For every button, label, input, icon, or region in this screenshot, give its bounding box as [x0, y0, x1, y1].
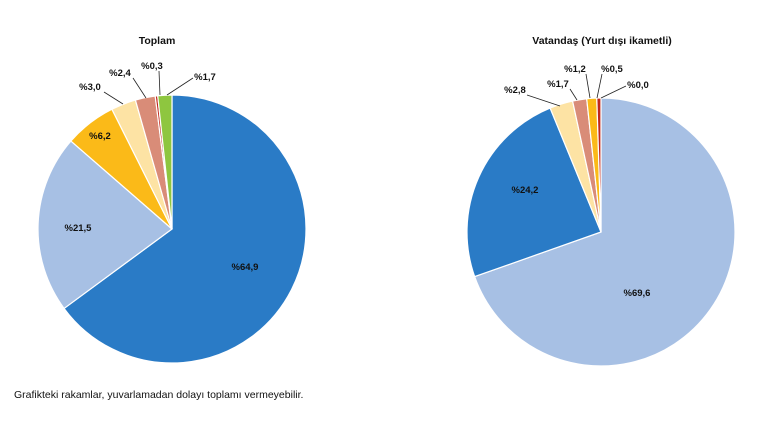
- pie-slice: [466, 107, 602, 278]
- slice-data-label: %0,3: [141, 61, 163, 72]
- pie-slice: [473, 97, 736, 367]
- chart-title: Toplam: [139, 35, 176, 47]
- slice-data-label: %21,5: [65, 223, 93, 234]
- pie-slice: [63, 94, 307, 364]
- label-leader-line: [596, 73, 603, 99]
- slice-data-label: %69,6: [624, 288, 651, 299]
- pie-chart-1: Toplam %64,9 %21,5 %6,2 %3,0 %2,4 %0,3 %1,7: [37, 35, 307, 364]
- label-leader-line: [132, 77, 147, 99]
- slice-data-label: %64,9: [232, 262, 259, 273]
- label-leader-line: [569, 88, 578, 101]
- slice-data-label: %3,0: [79, 82, 101, 93]
- footnote: Grafikteki rakamlar, yuvarlamadan dolayı…: [14, 389, 304, 401]
- pie-chart-2: Vatandaş (Yurt dışı ikametli) %69,6 %24,2%…: [466, 35, 736, 367]
- slice-data-label: %1,2: [564, 64, 586, 75]
- label-leader-line: [585, 73, 591, 99]
- slice-data-label: %24,2: [512, 185, 539, 196]
- pie-slice: [157, 94, 173, 230]
- pie-slice: [596, 97, 602, 233]
- label-leader-line: [600, 85, 627, 99]
- pie-slice: [37, 140, 173, 310]
- slice-data-label: %0,0: [627, 80, 649, 91]
- label-leader-line: [166, 77, 194, 96]
- slice-data-label: %0,5: [601, 64, 623, 75]
- slice-data-label: %6,2: [89, 131, 111, 142]
- slice-data-label: %2,4: [109, 68, 131, 79]
- label-leader-line: [158, 70, 161, 96]
- chart-title: Vatandaş (Yurt dışı ikametli): [532, 35, 671, 47]
- slice-data-label: %2,8: [504, 85, 526, 96]
- label-leader-line: [526, 94, 561, 107]
- slice-data-label: %1,7: [547, 79, 569, 90]
- slice-data-label: %1,7: [194, 72, 216, 83]
- label-leader-line: [103, 91, 124, 105]
